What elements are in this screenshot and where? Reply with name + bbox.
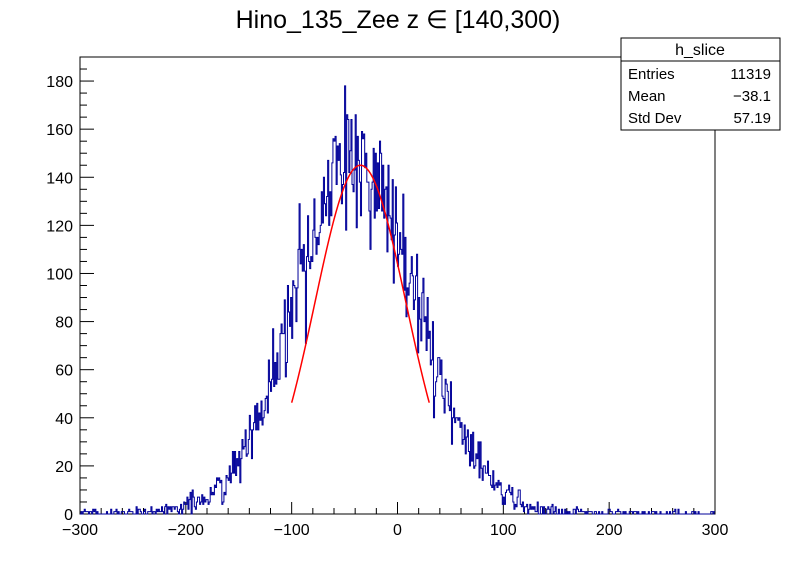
y-tick-label: 80 xyxy=(55,315,73,332)
stats-mean-value: −38.1 xyxy=(733,88,771,105)
y-tick-label: 180 xyxy=(46,74,73,91)
x-tick-label: −300 xyxy=(62,522,98,539)
y-tick-label: 140 xyxy=(46,170,73,187)
x-tick-label: 200 xyxy=(596,522,623,539)
y-tick-label: 100 xyxy=(46,266,73,283)
stats-box-border xyxy=(620,37,781,131)
stats-box: h_slice Entries 11319 Mean −38.1 Std Dev… xyxy=(620,37,781,131)
x-tick-label: 100 xyxy=(490,522,517,539)
y-tick-label: 20 xyxy=(55,459,73,476)
x-axis: −300 −200 −100 0 100 200 300 xyxy=(62,502,728,539)
stats-mean-label: Mean xyxy=(628,88,666,105)
y-tick-label: 160 xyxy=(46,122,73,139)
stats-stddev-label: Std Dev xyxy=(628,110,682,127)
stats-entries-value: 11319 xyxy=(730,66,771,83)
y-tick-label: 0 xyxy=(64,507,73,524)
x-tick-label: −100 xyxy=(274,522,310,539)
x-tick-label: −200 xyxy=(168,522,204,539)
histogram-series xyxy=(80,85,715,515)
stats-box-name: h_slice xyxy=(675,42,725,59)
chart-title: Hino_135_Zee z ∈ [140,300) xyxy=(236,6,561,34)
y-axis: 0 20 40 60 80 100 120 140 160 180 xyxy=(46,56,94,524)
stats-stddev-value: 57.19 xyxy=(733,110,771,127)
x-tick-label: 0 xyxy=(393,522,402,539)
gaussian-fit-curve xyxy=(290,164,430,403)
y-tick-label: 60 xyxy=(55,363,73,380)
y-tick-label: 120 xyxy=(46,218,73,235)
y-tick-label: 40 xyxy=(55,411,73,428)
x-tick-label: 300 xyxy=(702,522,729,539)
stats-entries-label: Entries xyxy=(628,66,675,83)
